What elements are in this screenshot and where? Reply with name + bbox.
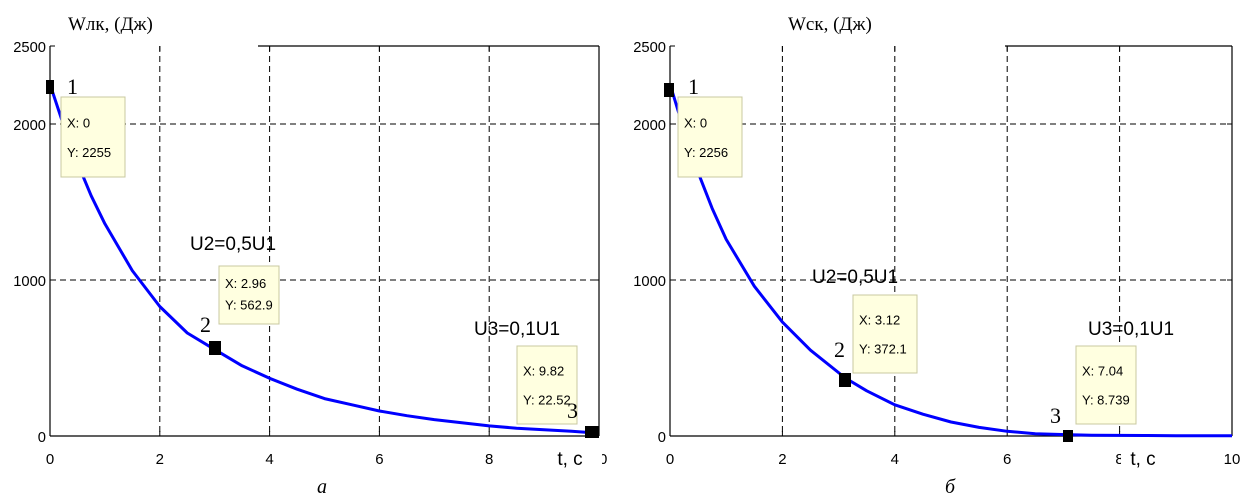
x-tick-label: 8 [1115,451,1123,468]
datatip-y-label: Y: 8.739 [1082,393,1130,408]
figure-caption: б [945,476,956,498]
datatip-x-label: X: 3.12 [859,313,900,328]
datatip-box [516,345,578,425]
series-line [668,83,1232,438]
point-number: 3 [567,398,578,423]
datatip-y-label: Y: 22.52 [523,393,571,408]
datatip-marker [585,426,599,438]
y-tick-label: 0 [658,429,666,446]
y-tick-label: 2500 [13,39,46,56]
datatip-x-label: X: 0 [684,115,707,130]
datatip-x-label: X: 9.82 [523,364,564,379]
datatip-x-label: X: 7.04 [1082,364,1123,379]
x-label-backdrop [548,446,602,472]
y-axis-label: Wск, (Дж) [788,14,872,35]
datatip-marker [46,80,54,94]
voltage-annotation: U3=0,1U1 [1088,319,1174,340]
x-tick-label: 6 [375,451,383,468]
y-tick-label: 1000 [13,273,46,290]
voltage-annotation: U2=0,5U1 [190,234,276,255]
datatip-box [677,96,743,178]
x-tick-label: 4 [265,451,273,468]
datatip-y-label: Y: 562.9 [225,298,273,313]
y-tick-label: 2000 [13,117,46,134]
x-tick-label: 4 [891,451,899,468]
plot-area [50,46,599,436]
point-number: 2 [834,337,845,362]
datatip-y-label: Y: 2256 [684,145,728,160]
datatip-box [1075,345,1137,425]
point-number: 1 [67,74,78,99]
datatip-x-label: X: 0 [67,115,90,130]
y-tick-label: 2500 [633,39,666,56]
voltage-annotation: U2=0,5U1 [812,267,898,288]
datatip-y-label: Y: 2255 [67,145,111,160]
datatip-box [218,265,280,325]
datatip-marker [1063,430,1073,442]
y-tick-label: 2000 [633,117,666,134]
x-tick-label: 6 [1003,451,1011,468]
x-tick-label: 2 [778,451,786,468]
datatip-marker [209,341,221,355]
x-tick-label: 2 [156,451,164,468]
chart-panel-b: 0 2 4 6 8 10 0 1000 2000 2500 Wск, (Дж) X: 0 Y: 2256… [633,14,1240,498]
point-number: 3 [1050,403,1061,428]
chart-panel-a: 02468100100020002500Wлк, (Дж)X: 0Y: 2255… [13,14,607,498]
voltage-annotation: U3=0,1U1 [474,319,560,340]
datatip-x-label: X: 2.96 [225,276,266,291]
datatip-box [60,96,126,178]
point-number: 1 [688,74,699,99]
x-label-backdrop [1121,446,1175,472]
datatip-box [852,294,918,374]
x-tick-label: 0 [666,451,674,468]
point-number: 2 [200,312,211,337]
x-tick-label: 8 [485,451,493,468]
y-tick-label: 0 [38,429,46,446]
x-axis-label: t, c [1130,449,1155,470]
x-tick-label: 0 [46,451,54,468]
y-axis-label: Wлк, (Дж) [68,14,153,35]
datatip-y-label: Y: 372.1 [859,342,907,357]
x-axis-label: t, c [557,449,582,470]
datatip-marker [839,373,851,387]
datatip-marker [664,83,674,97]
y-tick-label: 1000 [633,273,666,290]
plot-area [670,46,1232,436]
x-tick-label: 10 [1224,451,1241,468]
figure-caption: а [317,476,327,498]
series-line [48,83,590,434]
